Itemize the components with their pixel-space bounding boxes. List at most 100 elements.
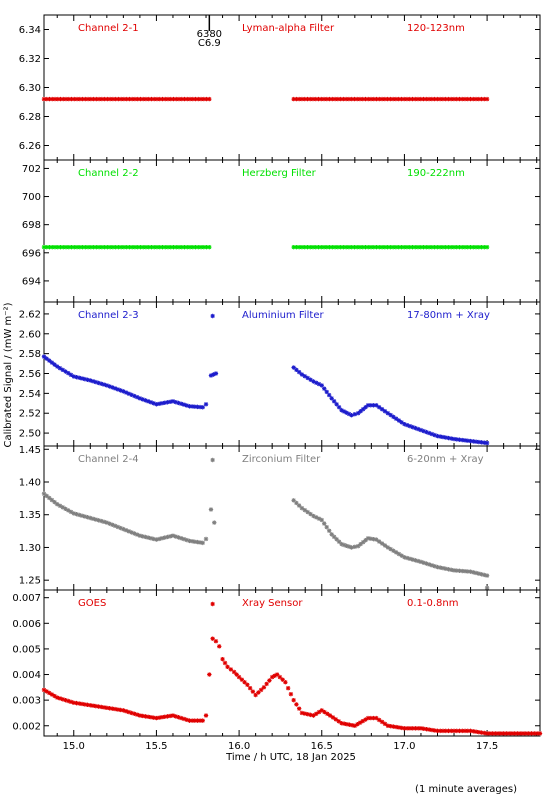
data-point	[316, 516, 322, 521]
data-point	[316, 381, 322, 387]
data-point	[512, 731, 517, 736]
data-point	[484, 585, 490, 591]
data-point	[58, 96, 63, 102]
data-point	[63, 244, 69, 250]
data-point	[391, 724, 396, 729]
data-point	[193, 244, 198, 250]
data-point	[185, 96, 190, 102]
data-point	[55, 695, 60, 700]
data-point	[484, 96, 490, 102]
data-point	[506, 731, 512, 736]
data-point	[393, 724, 399, 730]
data-point	[382, 721, 388, 727]
data-point	[360, 244, 365, 250]
data-point	[302, 244, 307, 250]
data-point	[440, 565, 446, 571]
data-point	[302, 96, 307, 102]
data-point	[171, 96, 176, 102]
data-point	[176, 715, 181, 720]
channel-label: Channel 2-2	[78, 168, 139, 179]
data-point	[388, 412, 393, 418]
data-point	[327, 244, 332, 250]
data-point	[339, 541, 344, 547]
data-point	[352, 412, 358, 417]
data-point	[426, 244, 432, 250]
data-point	[311, 713, 316, 718]
data-point	[52, 244, 58, 250]
data-point	[201, 244, 207, 250]
y-tick-label: 698	[22, 220, 41, 231]
data-point	[115, 524, 121, 530]
data-point	[160, 244, 165, 250]
y-tick-label: 2.52	[19, 409, 41, 420]
channel-label: Channel 2-3	[78, 310, 139, 321]
data-point	[355, 96, 360, 102]
data-point	[126, 709, 132, 715]
data-point	[88, 515, 93, 521]
data-point	[355, 244, 360, 250]
data-point	[110, 385, 115, 390]
data-point	[493, 731, 498, 736]
data-point	[476, 439, 482, 445]
data-point	[435, 564, 440, 570]
data-point	[168, 96, 173, 102]
data-point	[88, 96, 94, 102]
data-point	[374, 715, 379, 721]
data-point	[234, 672, 239, 677]
y-tick-label: 0.004	[12, 670, 41, 681]
data-point	[410, 96, 415, 102]
data-point	[96, 380, 101, 386]
data-point	[198, 96, 204, 102]
data-point	[498, 731, 504, 736]
series-markers	[41, 313, 490, 446]
data-point	[462, 438, 468, 443]
data-point	[393, 244, 399, 250]
data-point	[94, 244, 99, 250]
data-point	[416, 426, 421, 432]
data-point	[72, 244, 77, 250]
data-point	[360, 96, 365, 102]
data-point	[377, 405, 382, 410]
data-point	[93, 703, 99, 709]
data-point	[429, 727, 435, 733]
data-point	[344, 410, 349, 415]
data-point	[407, 96, 412, 102]
data-point	[96, 244, 102, 250]
data-point	[124, 244, 129, 250]
data-point	[355, 543, 361, 549]
data-point	[482, 440, 487, 445]
data-point	[77, 96, 83, 102]
data-point	[222, 660, 228, 666]
data-point	[446, 435, 451, 441]
data-point	[484, 573, 490, 578]
data-point	[462, 96, 468, 102]
data-point	[316, 709, 322, 715]
data-point	[379, 719, 385, 725]
data-point	[401, 96, 407, 102]
data-point	[427, 562, 432, 567]
data-point	[126, 391, 132, 396]
data-point	[151, 715, 156, 720]
data-point	[170, 713, 176, 718]
data-point	[322, 709, 327, 715]
data-point	[363, 244, 368, 250]
data-point	[77, 701, 82, 706]
data-point	[352, 244, 357, 250]
data-point	[57, 696, 63, 701]
band-label: 120-123nm	[407, 23, 465, 34]
data-point	[479, 244, 484, 250]
data-point	[165, 244, 171, 250]
data-point	[79, 701, 85, 707]
data-point	[123, 390, 129, 395]
data-point	[418, 726, 424, 731]
data-point	[432, 728, 437, 733]
data-point	[187, 244, 193, 250]
data-point	[138, 244, 143, 250]
data-point	[390, 244, 396, 250]
data-point	[410, 424, 415, 430]
data-point	[415, 96, 421, 102]
data-point	[327, 528, 332, 533]
data-point	[449, 728, 454, 734]
data-point	[460, 568, 465, 574]
data-point	[63, 506, 68, 512]
